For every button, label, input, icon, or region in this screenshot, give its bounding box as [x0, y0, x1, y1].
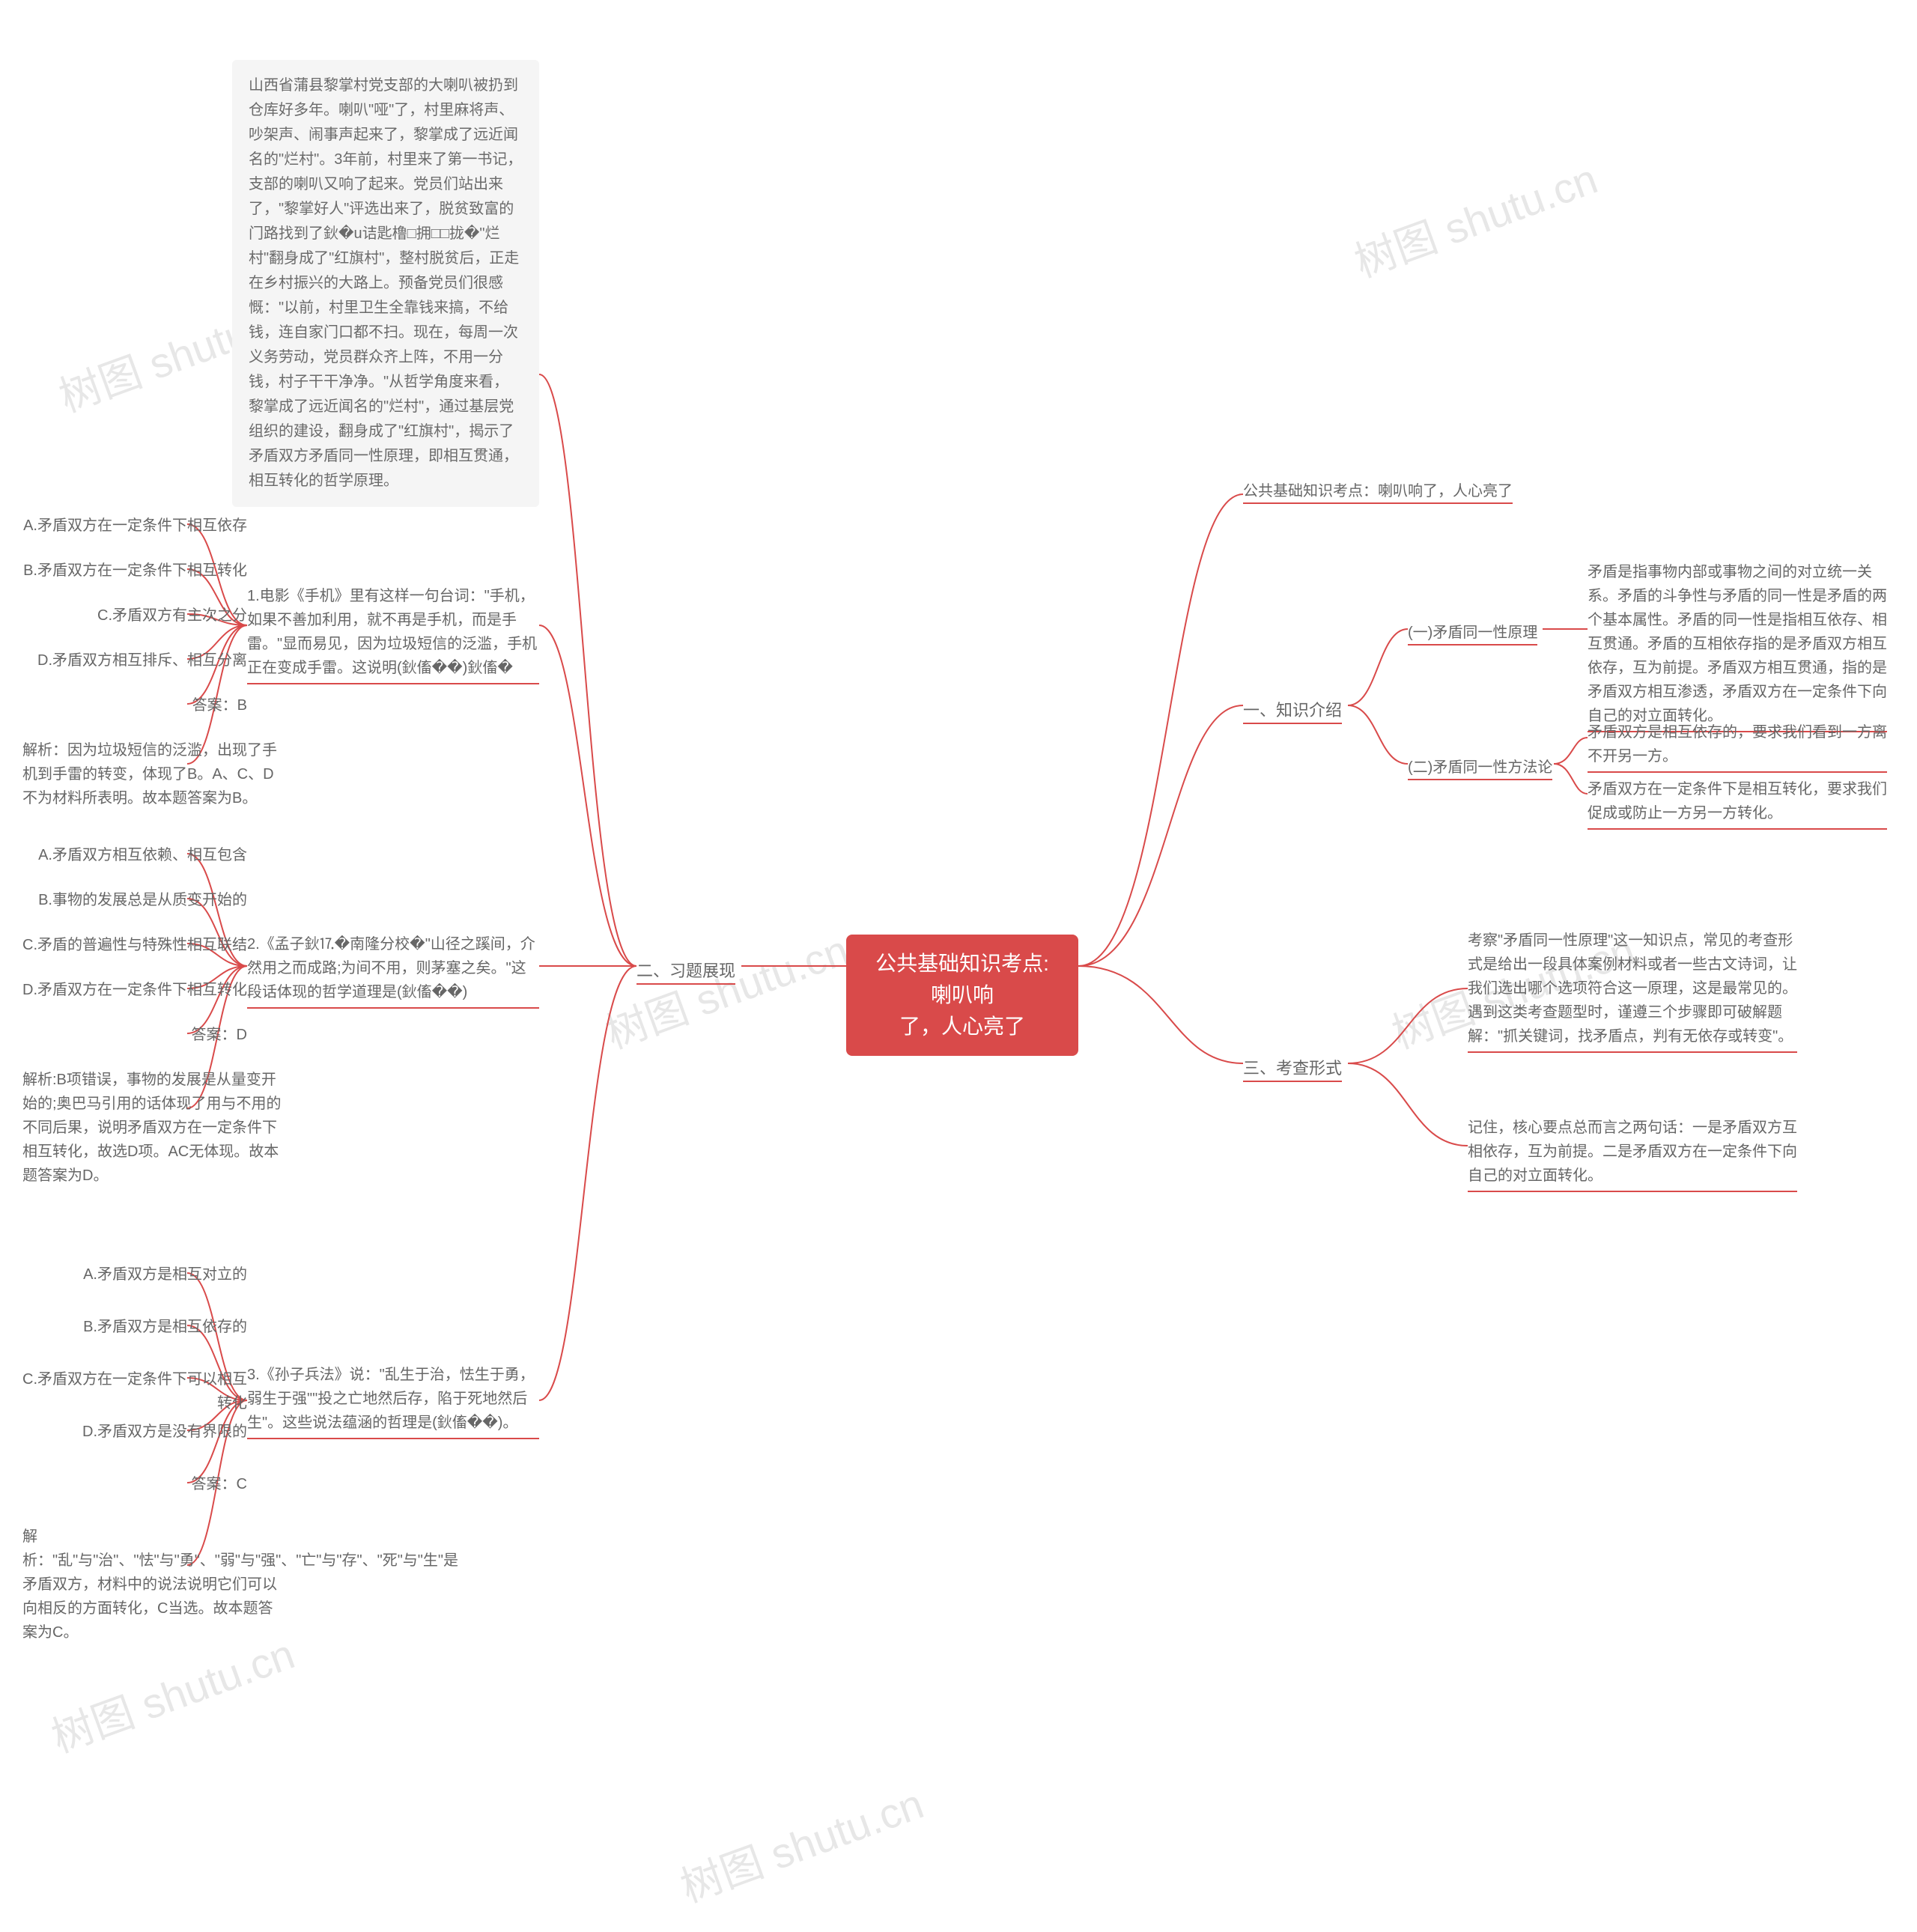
- watermark: 树图 shutu.cn: [596, 917, 856, 1060]
- watermark: 树图 shutu.cn: [1345, 145, 1605, 289]
- q3-a[interactable]: A.矛盾双方是相互对立的: [22, 1263, 247, 1287]
- q2-exp[interactable]: 解析:B项错误，事物的发展是从量变开始的;奥巴马引用的话体现了用与不用的不同后果…: [22, 1068, 285, 1188]
- q3-c[interactable]: C.矛盾双方在一定条件下可以相互转化: [22, 1367, 247, 1415]
- left-passage[interactable]: 山西省蒲县黎掌村党支部的大喇叭被扔到仓库好多年。喇叭"哑"了，村里麻将声、吵架声…: [232, 60, 539, 507]
- right-s1-p2-t2[interactable]: 矛盾双方在一定条件下是相互转化，要求我们促成或防止一方另一方转化。: [1588, 777, 1887, 830]
- q1-c[interactable]: C.矛盾双方有主次之分: [22, 604, 247, 628]
- right-s3-label[interactable]: 三、考查形式: [1243, 1053, 1342, 1084]
- q3-ans[interactable]: 答案：C: [22, 1472, 247, 1496]
- q1-a[interactable]: A.矛盾双方在一定条件下相互依存: [22, 514, 247, 538]
- right-s1-p2-label[interactable]: (二)矛盾同一性方法论: [1408, 753, 1552, 782]
- q3-exp[interactable]: 解析："乱"与"治"、"怯"与"勇"、"弱"与"强"、"亡"与"存"、"死"与"…: [22, 1525, 285, 1644]
- watermark: 树图 shutu.cn: [671, 1770, 931, 1914]
- center-topic[interactable]: 公共基础知识考点:喇叭响 了，人心亮了: [846, 935, 1078, 1056]
- q3-stem[interactable]: 3.《孙子兵法》说："乱生于治，怯生于勇，弱生于强""投之亡地然后存，陷于死地然…: [247, 1363, 539, 1439]
- q1-d[interactable]: D.矛盾双方相互排斥、相互分离: [22, 648, 247, 672]
- right-s1-label[interactable]: 一、知识介绍: [1243, 695, 1342, 726]
- q3-d[interactable]: D.矛盾双方是没有界限的: [22, 1420, 247, 1444]
- center-line1: 公共基础知识考点:喇叭响: [867, 948, 1057, 1011]
- q2-b[interactable]: B.事物的发展总是从质变开始的: [22, 888, 247, 912]
- right-s3-t2[interactable]: 记住，核心要点总而言之两句话：一是矛盾双方互相依存，互为前提。二是矛盾双方在一定…: [1468, 1116, 1797, 1192]
- right-r0[interactable]: 公共基础知识考点：喇叭响了，人心亮了: [1243, 479, 1528, 503]
- q2-stem[interactable]: 2.《孟子鈥⒘�南隆分校�"山径之蹊间，介然用之而成路;为间不用，则茅塞之矣。"…: [247, 932, 539, 1009]
- q3-b[interactable]: B.矛盾双方是相互依存的: [22, 1315, 247, 1339]
- q1-stem[interactable]: 1.电影《手机》里有这样一句台词："手机，如果不善加利用，就不再是手机，而是手雷…: [247, 584, 539, 684]
- q1-b[interactable]: B.矛盾双方在一定条件下相互转化: [22, 559, 247, 583]
- right-s1-p1-label[interactable]: (一)矛盾同一性原理: [1408, 619, 1537, 647]
- right-s1-p2-t1[interactable]: 矛盾双方是相互依存的，要求我们看到一方离不开另一方。: [1588, 720, 1887, 773]
- q2-ans[interactable]: 答案：D: [22, 1023, 247, 1047]
- right-s1-p1-text[interactable]: 矛盾是指事物内部或事物之间的对立统一关系。矛盾的斗争性与矛盾的同一性是矛盾的两个…: [1588, 560, 1887, 732]
- q1-exp[interactable]: 解析：因为垃圾短信的泛滥，出现了手机到手雷的转变，体现了B。A、C、D不为材料所…: [22, 738, 285, 810]
- q1-ans[interactable]: 答案：B: [22, 693, 247, 717]
- center-line2: 了，人心亮了: [867, 1011, 1057, 1042]
- q2-d[interactable]: D.矛盾双方在一定条件下相互转化: [22, 978, 247, 1002]
- q2-a[interactable]: A.矛盾双方相互依赖、相互包含: [22, 843, 247, 867]
- left-section-label[interactable]: 二、习题展现: [637, 956, 735, 986]
- q2-c[interactable]: C.矛盾的普遍性与特殊性相互联结: [22, 933, 247, 957]
- right-s3-t1[interactable]: 考察"矛盾同一性原理"这一知识点，常见的考查形式是给出一段具体案例材料或者一些古…: [1468, 929, 1797, 1053]
